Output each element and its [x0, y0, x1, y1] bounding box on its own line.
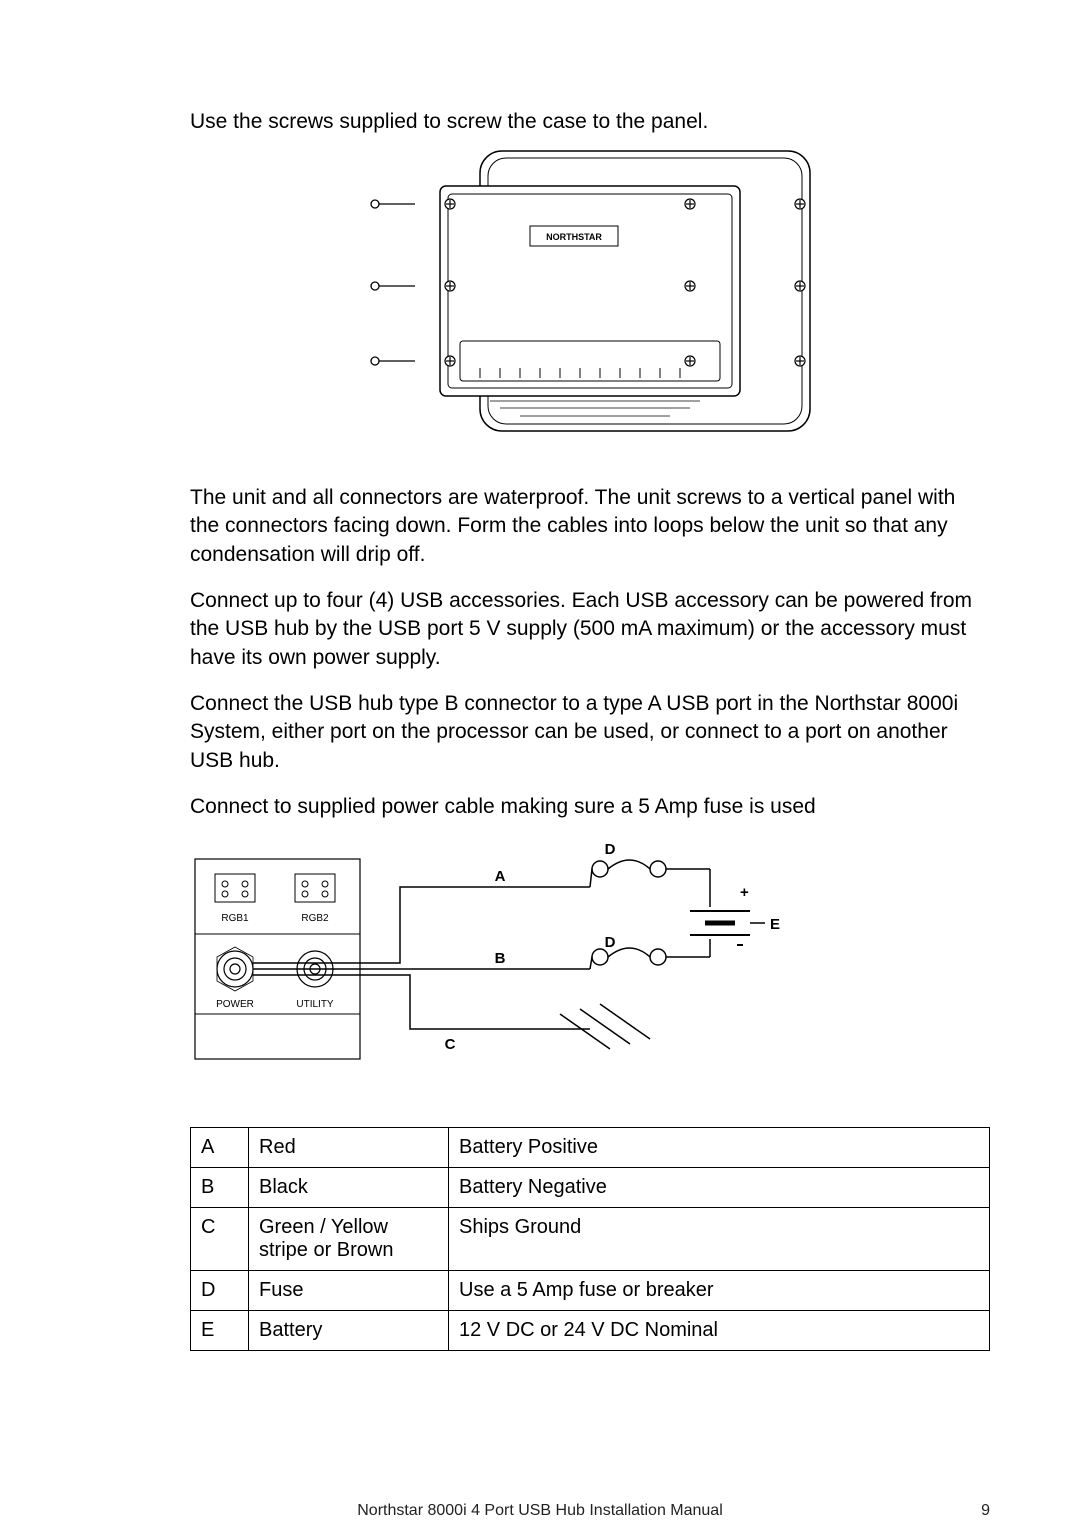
- battery-plus: +: [740, 884, 749, 901]
- device-illustration-wrap: NORTHSTAR: [190, 146, 990, 456]
- paragraph-3: Connect the USB hub type B connector to …: [190, 690, 990, 775]
- table-row: B Black Battery Negative: [191, 1168, 990, 1208]
- cell-b: Fuse: [249, 1271, 449, 1311]
- cell-c: Ships Ground: [449, 1208, 990, 1271]
- cell-a: C: [191, 1208, 249, 1271]
- cell-c: 12 V DC or 24 V DC Nominal: [449, 1311, 990, 1351]
- cell-c: Use a 5 Amp fuse or breaker: [449, 1271, 990, 1311]
- footer-title: Northstar 8000i 4 Port USB Hub Installat…: [357, 1502, 723, 1520]
- battery-e-label: E: [770, 916, 780, 933]
- legend-table: A Red Battery Positive B Black Battery N…: [190, 1127, 990, 1351]
- utility-label: UTILITY: [296, 999, 334, 1010]
- cell-c: Battery Positive: [449, 1128, 990, 1168]
- cell-c: Battery Negative: [449, 1168, 990, 1208]
- brand-label: NORTHSTAR: [546, 232, 602, 242]
- intro-text: Use the screws supplied to screw the cas…: [190, 110, 990, 134]
- fuse-d-top-label: D: [605, 841, 616, 858]
- cell-a: E: [191, 1311, 249, 1351]
- rgb2-label: RGB2: [301, 913, 329, 924]
- cell-a: B: [191, 1168, 249, 1208]
- rgb1-label: RGB1: [221, 913, 249, 924]
- fuse-d-mid-label: D: [605, 934, 616, 951]
- cell-b: Black: [249, 1168, 449, 1208]
- cell-a: A: [191, 1128, 249, 1168]
- cell-a: D: [191, 1271, 249, 1311]
- wiring-diagram: RGB1 RGB2 POWER UTILITY A D: [190, 839, 790, 1079]
- table-row: D Fuse Use a 5 Amp fuse or breaker: [191, 1271, 990, 1311]
- paragraph-2: Connect up to four (4) USB accessories. …: [190, 587, 990, 672]
- device-illustration: NORTHSTAR: [360, 146, 820, 456]
- paragraph-1: The unit and all connectors are waterpro…: [190, 484, 990, 569]
- wire-a-label: A: [495, 868, 506, 885]
- cell-b: Battery: [249, 1311, 449, 1351]
- cell-b: Red: [249, 1128, 449, 1168]
- wiring-diagram-wrap: RGB1 RGB2 POWER UTILITY A D: [190, 839, 990, 1079]
- table-row: A Red Battery Positive: [191, 1128, 990, 1168]
- wire-c-label: C: [445, 1036, 456, 1053]
- table-row: E Battery 12 V DC or 24 V DC Nominal: [191, 1311, 990, 1351]
- wire-b-label: B: [495, 950, 506, 967]
- table-row: C Green / Yellow stripe or Brown Ships G…: [191, 1208, 990, 1271]
- cell-b: Green / Yellow stripe or Brown: [249, 1208, 449, 1271]
- paragraph-4: Connect to supplied power cable making s…: [190, 793, 990, 821]
- footer-page-number: 9: [981, 1502, 990, 1520]
- power-label: POWER: [216, 999, 254, 1010]
